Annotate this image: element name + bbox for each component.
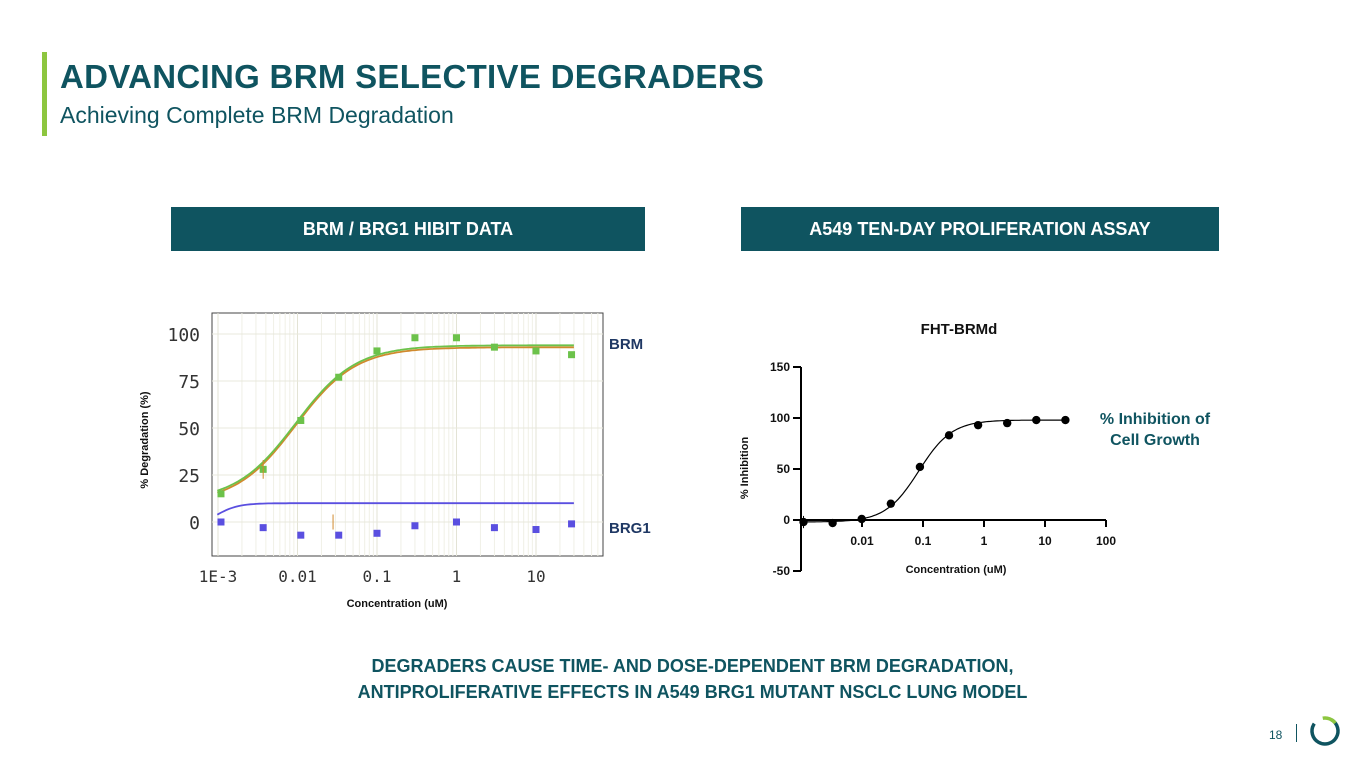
brg1-data-point [490, 524, 498, 532]
left-y-tick-label: 50 [178, 419, 200, 440]
inhibition-data-point [1002, 418, 1012, 428]
inhibition-data-point [1061, 415, 1070, 425]
left-x-tick-label: 1 [452, 567, 462, 586]
inhibition-data-point [886, 499, 896, 508]
right-y-tick-label: -50 [773, 564, 791, 578]
brg1-data-point [532, 526, 540, 534]
title-accent-bar [42, 52, 47, 136]
right-x-tick-label: 0.01 [850, 534, 874, 548]
page-number: 18 [1269, 728, 1283, 742]
right-panel-header: A549 TEN-DAY PROLIFERATION ASSAY [741, 207, 1219, 251]
page-number-divider [1296, 724, 1297, 742]
inhibition-data-point [973, 420, 983, 430]
left-x-tick-label: 1E-3 [199, 567, 238, 586]
brg1-data-point [335, 531, 343, 539]
right-x-tick-label: 10 [1038, 534, 1052, 548]
right-x-tick-label: 0.1 [915, 534, 932, 548]
left-x-tick-label: 10 [526, 567, 545, 586]
brm-data-point [490, 343, 498, 351]
inhibition-data-point [828, 518, 837, 528]
left-x-tick-label: 0.1 [363, 567, 392, 586]
brg1-data-point [217, 518, 225, 526]
right-chart-title: FHT-BRMd [921, 321, 998, 338]
left-y-tick-label: 100 [167, 325, 200, 346]
right-y-axis-label: % Inhibition [739, 437, 751, 500]
brm-series-label: BRM [609, 336, 643, 353]
right-x-axis-label: Concentration (uM) [906, 564, 1007, 576]
brm-data-point [335, 373, 343, 381]
brg1-series-label: BRG1 [609, 520, 651, 537]
inhibition-data-point [857, 514, 866, 524]
left-x-axis-label: Concentration (uM) [347, 598, 448, 610]
right-legend-line-2: Cell Growth [1110, 432, 1200, 449]
company-logo-icon [1310, 716, 1340, 746]
brm-data-point [217, 490, 225, 498]
brm-data-point [297, 416, 305, 424]
left-y-tick-label: 0 [189, 513, 200, 534]
brm-data-point [453, 334, 460, 342]
conclusion-line-1: DEGRADERS CAUSE TIME- AND DOSE-DEPENDENT… [371, 656, 1014, 676]
brg1-data-point [411, 522, 419, 530]
inhibition-fit-curve [803, 419, 1066, 523]
brm-data-point [373, 347, 381, 355]
brm-fit-curve [216, 344, 574, 492]
left-y-tick-label: 25 [178, 466, 200, 487]
slide-title: ADVANCING BRM SELECTIVE DEGRADERS [60, 58, 765, 95]
left-y-axis-label: % Degradation (%) [139, 391, 151, 489]
right-y-tick-label: 50 [777, 462, 791, 476]
right-y-tick-label: 0 [783, 513, 790, 527]
brm-fit-curve-secondary [216, 346, 574, 494]
brg1-data-point [297, 531, 305, 539]
inhibition-data-point [944, 431, 954, 440]
right-y-tick-label: 150 [770, 360, 790, 374]
brg1-data-point [453, 518, 460, 526]
brm-data-point [568, 351, 576, 359]
brg1-data-point [568, 520, 576, 528]
slide-subtitle: Achieving Complete BRM Degradation [60, 102, 454, 128]
brg1-data-point [373, 529, 381, 537]
brm-data-point [532, 347, 540, 355]
inhibition-data-point [915, 462, 925, 472]
brg1-fit-curve [216, 502, 574, 516]
right-y-tick-label: 100 [770, 411, 790, 425]
brg1-data-point [259, 524, 267, 532]
left-y-tick-label: 75 [178, 372, 200, 393]
right-x-tick-label: 1 [981, 534, 988, 548]
brm-data-point [411, 334, 419, 342]
right-x-tick-label: 100 [1096, 534, 1116, 548]
conclusion-line-2: ANTIPROLIFERATIVE EFFECTS IN A549 BRG1 M… [357, 682, 1028, 702]
left-x-tick-label: 0.01 [278, 567, 317, 586]
right-legend-line-1: % Inhibition of [1100, 411, 1211, 428]
left-panel-header: BRM / BRG1 HIBIT DATA [171, 207, 645, 251]
inhibition-data-point [1032, 415, 1041, 425]
